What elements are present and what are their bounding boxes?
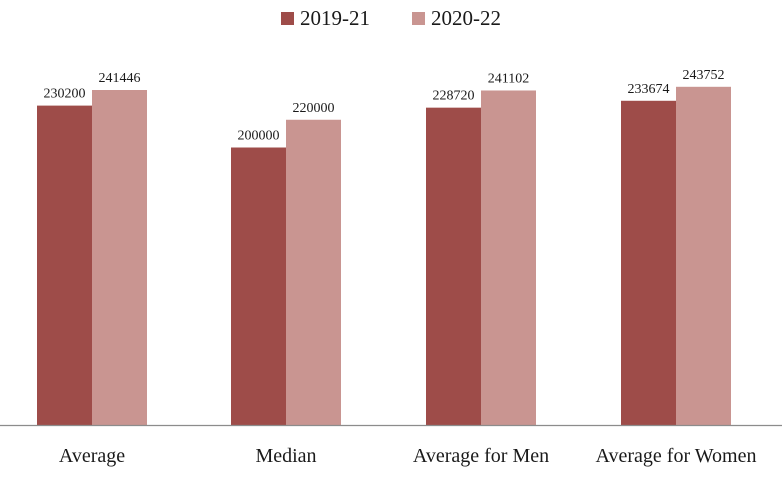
bar-2-1 (92, 90, 147, 425)
bar-1-2 (231, 147, 286, 425)
data-label-2-3: 241102 (488, 71, 529, 86)
legend-swatch-series-1 (281, 12, 294, 25)
x-tick-label-4: Average for Women (596, 445, 757, 467)
bar-2-3 (481, 90, 536, 425)
legend-swatch-series-2 (412, 12, 425, 25)
data-label-2-4: 243752 (683, 68, 725, 83)
data-label-1-4: 233674 (628, 82, 670, 97)
bar-1-4 (621, 100, 676, 425)
bar-1-3 (426, 107, 481, 426)
x-tick-label-1: Average (59, 445, 125, 467)
data-label-1-3: 228720 (433, 89, 475, 104)
bar-2-2 (286, 119, 341, 425)
x-tick-label-2: Median (255, 445, 316, 467)
data-label-1-1: 230200 (44, 87, 86, 102)
legend-item-series-1: 2019-21 (281, 6, 370, 31)
data-label-1-2: 200000 (238, 129, 280, 144)
bar-1-1 (37, 105, 92, 426)
data-label-2-1: 241446 (99, 71, 141, 86)
legend-label-series-2: 2020-22 (431, 6, 501, 30)
bar-2-4 (676, 86, 731, 426)
legend-item-series-2: 2020-22 (412, 6, 501, 31)
data-label-2-2: 220000 (293, 101, 335, 116)
legend: 2019-21 2020-22 (0, 6, 782, 31)
x-tick-label-3: Average for Men (413, 445, 549, 467)
legend-label-series-1: 2019-21 (300, 6, 370, 30)
